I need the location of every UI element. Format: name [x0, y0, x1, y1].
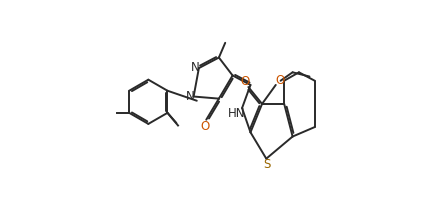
- Text: N: N: [186, 90, 194, 103]
- Text: HN: HN: [228, 107, 246, 120]
- Text: O: O: [240, 75, 249, 88]
- Text: O: O: [201, 120, 210, 132]
- Text: N: N: [191, 61, 200, 74]
- Text: O: O: [275, 74, 284, 87]
- Text: S: S: [263, 159, 271, 172]
